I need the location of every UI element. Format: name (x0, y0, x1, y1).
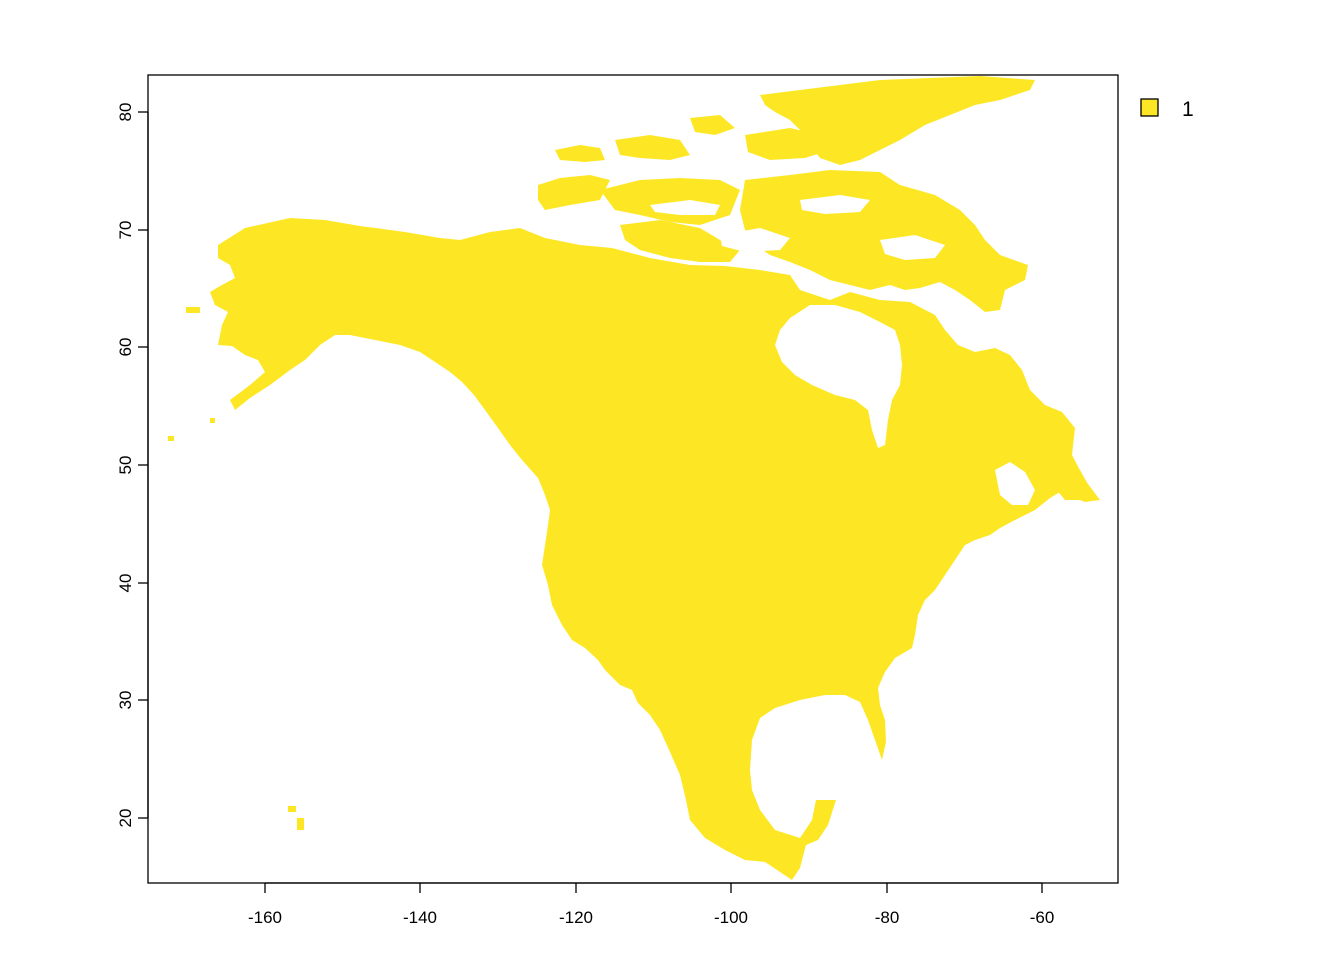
hudson-bay (775, 305, 902, 448)
cook-inlet (300, 360, 328, 384)
arctic-channel-2 (800, 195, 870, 214)
arctic-channel-1 (650, 200, 720, 215)
legend-label: 1 (1182, 98, 1194, 121)
arctic-island-1 (538, 175, 610, 210)
aleutian-island-1 (186, 307, 200, 313)
x-tick-label: -100 (714, 908, 748, 927)
x-tick-label: -160 (248, 908, 282, 927)
y-tick-label: 80 (116, 103, 135, 122)
arctic-channel-4 (720, 228, 790, 252)
arctic-channel-3 (880, 235, 945, 260)
y-tick-label: 50 (116, 456, 135, 475)
hawaii-island-2 (297, 818, 304, 830)
legend: 1 (1140, 98, 1194, 121)
aleutian-island-3 (210, 418, 215, 423)
arctic-island-7 (760, 76, 1035, 165)
y-tick-label: 60 (116, 338, 135, 357)
aleutian-island-2 (168, 436, 174, 441)
arctic-island-5 (690, 115, 735, 135)
arctic-island-9 (620, 220, 740, 262)
x-tick-label: -80 (875, 908, 900, 927)
arctic-island-3 (615, 135, 690, 160)
newfoundland (1055, 462, 1090, 500)
x-tick-label: -60 (1030, 908, 1055, 927)
y-tick-label: 30 (116, 691, 135, 710)
x-axis: -160 -140 -120 -100 -80 -60 (248, 882, 1055, 927)
y-axis: 20 30 40 50 60 70 80 (116, 103, 149, 828)
y-tick-label: 70 (116, 221, 135, 240)
x-tick-label: -140 (403, 908, 437, 927)
arctic-island-2 (555, 145, 605, 162)
water-cutouts (300, 140, 1035, 778)
gulf-of-california (620, 685, 660, 778)
legend-swatch (1140, 98, 1159, 117)
gulf-of-st-lawrence (995, 462, 1035, 505)
x-tick-label: -120 (559, 908, 593, 927)
hawaii-island-1 (288, 806, 296, 812)
baffin-channel (900, 140, 960, 162)
y-tick-label: 40 (116, 574, 135, 593)
y-tick-label: 20 (116, 809, 135, 828)
